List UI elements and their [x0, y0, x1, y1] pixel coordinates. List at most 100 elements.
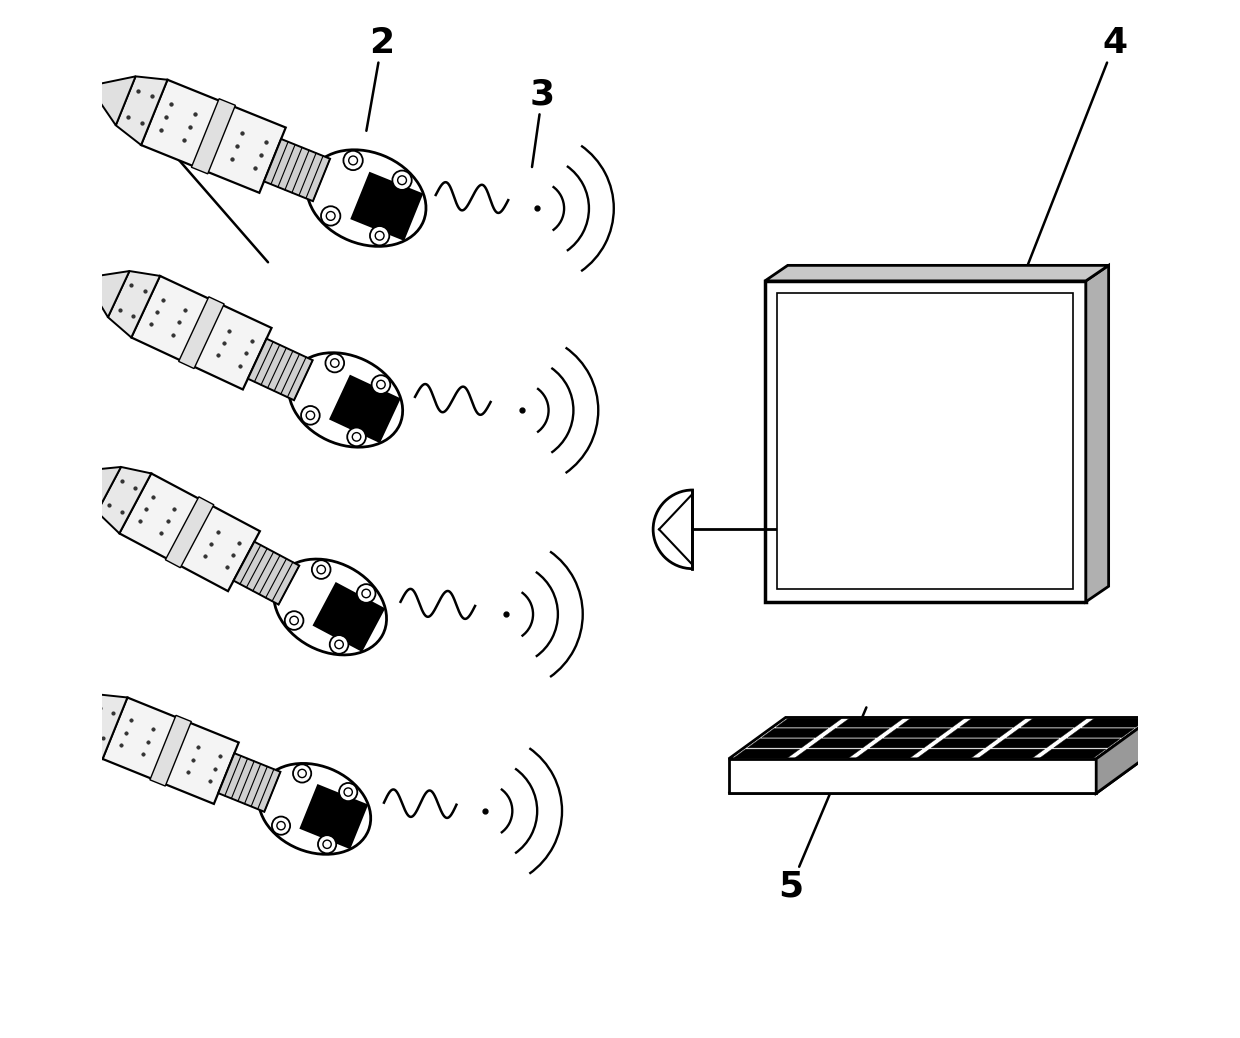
Polygon shape	[179, 297, 224, 368]
Text: 5: 5	[779, 708, 867, 903]
Polygon shape	[314, 583, 384, 651]
Polygon shape	[765, 266, 1109, 281]
Circle shape	[325, 354, 345, 373]
Polygon shape	[837, 718, 904, 728]
Circle shape	[362, 590, 371, 598]
Text: 4: 4	[1013, 26, 1127, 302]
Polygon shape	[150, 715, 191, 786]
Polygon shape	[945, 729, 1012, 738]
Ellipse shape	[43, 695, 63, 711]
Polygon shape	[53, 694, 98, 740]
Polygon shape	[89, 77, 135, 126]
Circle shape	[348, 156, 357, 165]
Polygon shape	[108, 271, 160, 337]
Polygon shape	[103, 698, 239, 803]
Polygon shape	[899, 718, 965, 728]
Polygon shape	[916, 749, 983, 758]
Circle shape	[306, 411, 315, 419]
Polygon shape	[761, 729, 828, 738]
Polygon shape	[856, 749, 923, 758]
Circle shape	[372, 375, 391, 393]
Polygon shape	[960, 718, 1027, 728]
Ellipse shape	[78, 78, 99, 94]
Polygon shape	[1083, 718, 1148, 728]
Ellipse shape	[74, 270, 94, 286]
Circle shape	[322, 840, 331, 848]
Polygon shape	[992, 739, 1059, 748]
Polygon shape	[795, 749, 861, 758]
Circle shape	[331, 359, 339, 367]
Polygon shape	[141, 80, 285, 193]
Circle shape	[330, 635, 348, 654]
Polygon shape	[119, 473, 260, 592]
Circle shape	[335, 640, 343, 649]
Polygon shape	[1086, 266, 1109, 602]
Polygon shape	[870, 739, 936, 748]
Polygon shape	[1007, 729, 1073, 738]
Polygon shape	[978, 749, 1044, 758]
Circle shape	[301, 406, 320, 425]
Polygon shape	[931, 739, 998, 748]
Polygon shape	[264, 139, 330, 201]
Ellipse shape	[274, 559, 387, 655]
Polygon shape	[79, 694, 128, 759]
Polygon shape	[823, 729, 889, 738]
Circle shape	[317, 566, 325, 574]
Circle shape	[370, 226, 389, 245]
Polygon shape	[191, 99, 236, 173]
Polygon shape	[748, 739, 813, 748]
Polygon shape	[351, 173, 422, 240]
Circle shape	[285, 611, 304, 630]
Circle shape	[293, 764, 311, 783]
Polygon shape	[729, 752, 1153, 793]
Ellipse shape	[306, 149, 427, 246]
Polygon shape	[330, 376, 399, 442]
Circle shape	[298, 769, 306, 777]
Polygon shape	[115, 77, 167, 145]
Ellipse shape	[258, 763, 371, 854]
Polygon shape	[808, 739, 875, 748]
Polygon shape	[1021, 718, 1087, 728]
Circle shape	[272, 817, 290, 835]
Polygon shape	[218, 754, 280, 812]
Text: 2: 2	[366, 26, 394, 131]
Text: 3: 3	[529, 78, 556, 167]
Polygon shape	[300, 785, 367, 848]
Circle shape	[339, 783, 357, 801]
Circle shape	[343, 788, 352, 796]
Circle shape	[326, 212, 335, 220]
Text: 1: 1	[136, 109, 268, 263]
Circle shape	[352, 433, 361, 441]
Polygon shape	[97, 467, 151, 534]
Polygon shape	[729, 759, 1096, 793]
Circle shape	[392, 170, 412, 190]
Ellipse shape	[66, 463, 86, 480]
Polygon shape	[1039, 749, 1106, 758]
Circle shape	[376, 231, 384, 240]
Polygon shape	[76, 467, 122, 512]
Polygon shape	[1096, 717, 1153, 793]
Circle shape	[317, 836, 336, 853]
Polygon shape	[729, 717, 1153, 759]
Circle shape	[312, 561, 331, 579]
Ellipse shape	[289, 353, 403, 447]
Circle shape	[347, 428, 366, 446]
Circle shape	[398, 175, 407, 185]
Polygon shape	[1068, 729, 1135, 738]
Wedge shape	[653, 490, 692, 569]
Polygon shape	[131, 276, 272, 389]
Polygon shape	[84, 271, 129, 318]
Polygon shape	[248, 338, 312, 401]
Polygon shape	[1054, 739, 1120, 748]
Polygon shape	[884, 729, 951, 738]
Bar	[765, 281, 1086, 602]
Circle shape	[343, 151, 363, 170]
Circle shape	[290, 617, 299, 625]
Circle shape	[357, 584, 376, 603]
Circle shape	[321, 207, 340, 225]
Polygon shape	[233, 542, 299, 604]
Bar	[777, 294, 1074, 590]
Polygon shape	[733, 749, 800, 758]
Polygon shape	[165, 497, 213, 568]
Circle shape	[277, 821, 285, 829]
